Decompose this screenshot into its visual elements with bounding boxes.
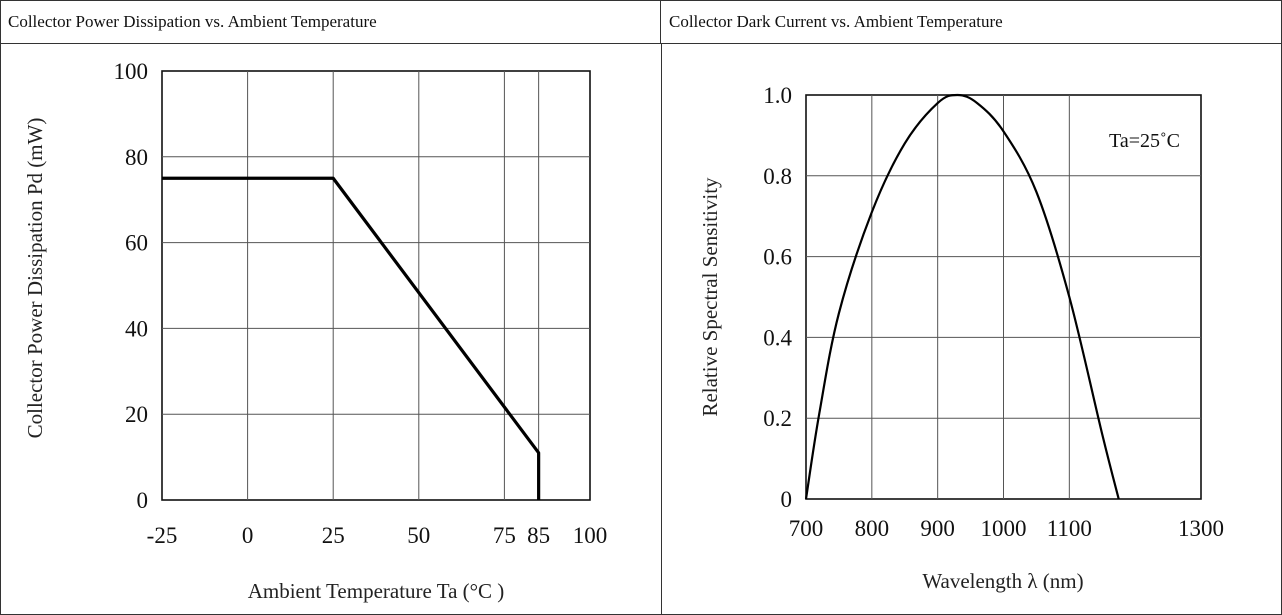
chart1-y-tick-label: 40 xyxy=(125,316,148,341)
chart1-x-axis-label: Ambient Temperature Ta (°C ) xyxy=(248,579,505,603)
chart2-y-tick-label: 0.8 xyxy=(763,164,792,189)
chart1-y-axis-label: Collector Power Dissipation Pd (mW) xyxy=(23,118,47,439)
chart2-y-tick-label: 0.2 xyxy=(763,406,792,431)
right-chart-title: Collector Dark Current vs. Ambient Tempe… xyxy=(661,0,1281,44)
chart2-series-line xyxy=(804,93,1120,500)
chart2-x-tick-label: 1000 xyxy=(981,516,1027,541)
chart1-y-tick-label: 80 xyxy=(125,145,148,170)
chart2-y-tick-label: 0.4 xyxy=(763,325,792,350)
chart2-y-tick-label: 0.6 xyxy=(763,245,792,270)
chart1-series-line xyxy=(162,176,541,500)
chart1-x-tick-label: 75 xyxy=(493,523,516,548)
chart2-y-tick-label: 1.0 xyxy=(763,83,792,108)
chart2-x-tick-label: 900 xyxy=(920,516,955,541)
chart1-y-tick-label: 60 xyxy=(125,231,148,256)
chart1-x-tick-label: 85 xyxy=(527,523,550,548)
chart1-y-tick-label: 0 xyxy=(137,488,149,513)
chart2-x-tick-label: 1300 xyxy=(1178,516,1224,541)
panel-divider xyxy=(661,44,662,614)
left-chart-title: Collector Power Dissipation vs. Ambient … xyxy=(0,0,661,44)
chart1-x-tick-label: 100 xyxy=(573,523,608,548)
chart1-x-tick-label: 50 xyxy=(407,523,430,548)
chart1-y-tick-label: 20 xyxy=(125,402,148,427)
chart2-x-tick-label: 800 xyxy=(855,516,890,541)
chart2-annotation: Ta=25˚C xyxy=(1109,130,1180,152)
chart2-x-tick-label: 1100 xyxy=(1047,516,1092,541)
chart2-x-tick-label: 700 xyxy=(789,516,824,541)
chart2-x-axis-label: Wavelength λ (nm) xyxy=(922,569,1083,593)
chart1-y-tick-label: 100 xyxy=(114,59,149,84)
chart1-plot-area xyxy=(161,70,591,501)
chart2-y-tick-label: 0 xyxy=(781,487,793,512)
chart1-x-tick-label: 0 xyxy=(242,523,254,548)
chart1-x-tick-label: -25 xyxy=(147,523,178,548)
chart2-y-axis-label: Relative Spectral Sensitivity xyxy=(698,177,722,417)
chart1-x-tick-label: 25 xyxy=(322,523,345,548)
